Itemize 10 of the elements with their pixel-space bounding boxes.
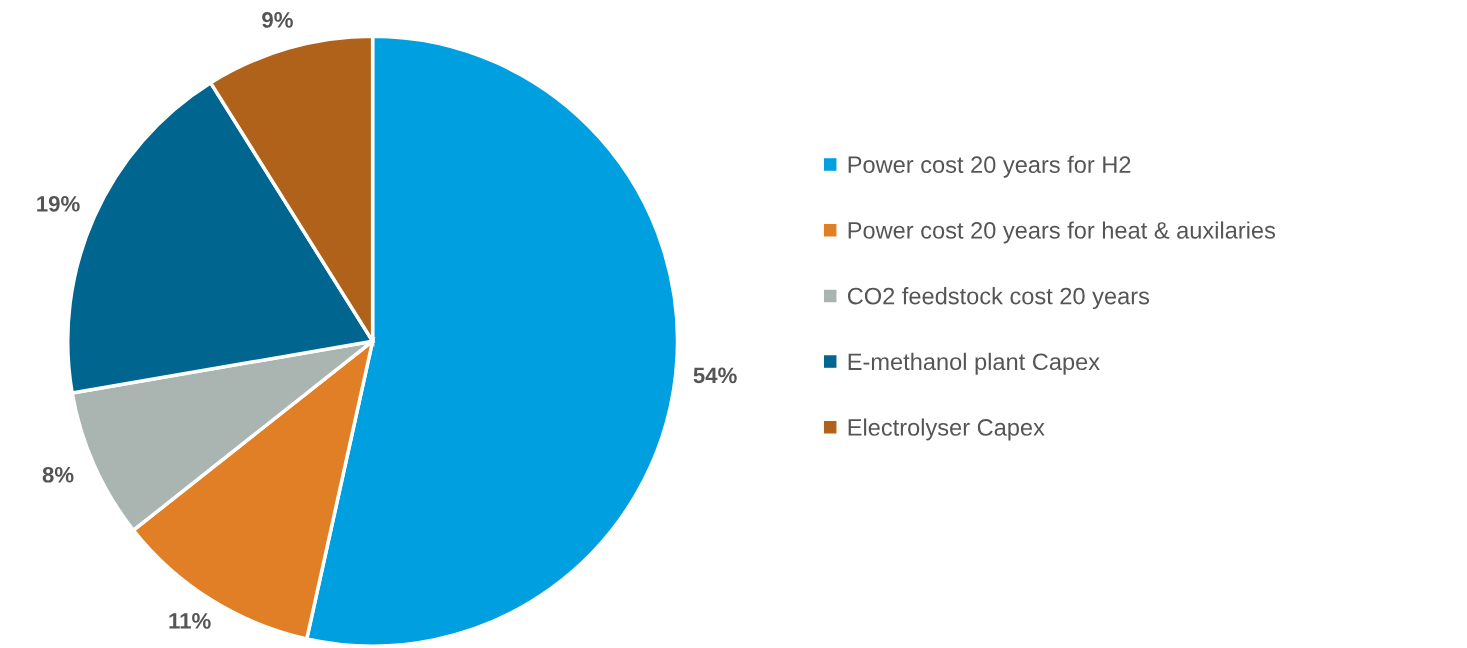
data-label: 19% bbox=[37, 195, 80, 212]
legend-label: E-methanol plant Capex bbox=[848, 352, 1100, 375]
data-label: 11% bbox=[169, 613, 211, 629]
data-label: 54% bbox=[693, 367, 737, 384]
legend-label: CO2 feedstock cost 20 years bbox=[847, 287, 1150, 310]
legend-label: Power cost 20 years for heat & auxilaries bbox=[848, 221, 1276, 244]
legend-label: Electrolyser Capex bbox=[848, 418, 1045, 441]
legend-label: Power cost 20 years for H2 bbox=[848, 155, 1131, 178]
data-label: 9% bbox=[262, 12, 293, 28]
data-label: 8% bbox=[42, 466, 74, 483]
